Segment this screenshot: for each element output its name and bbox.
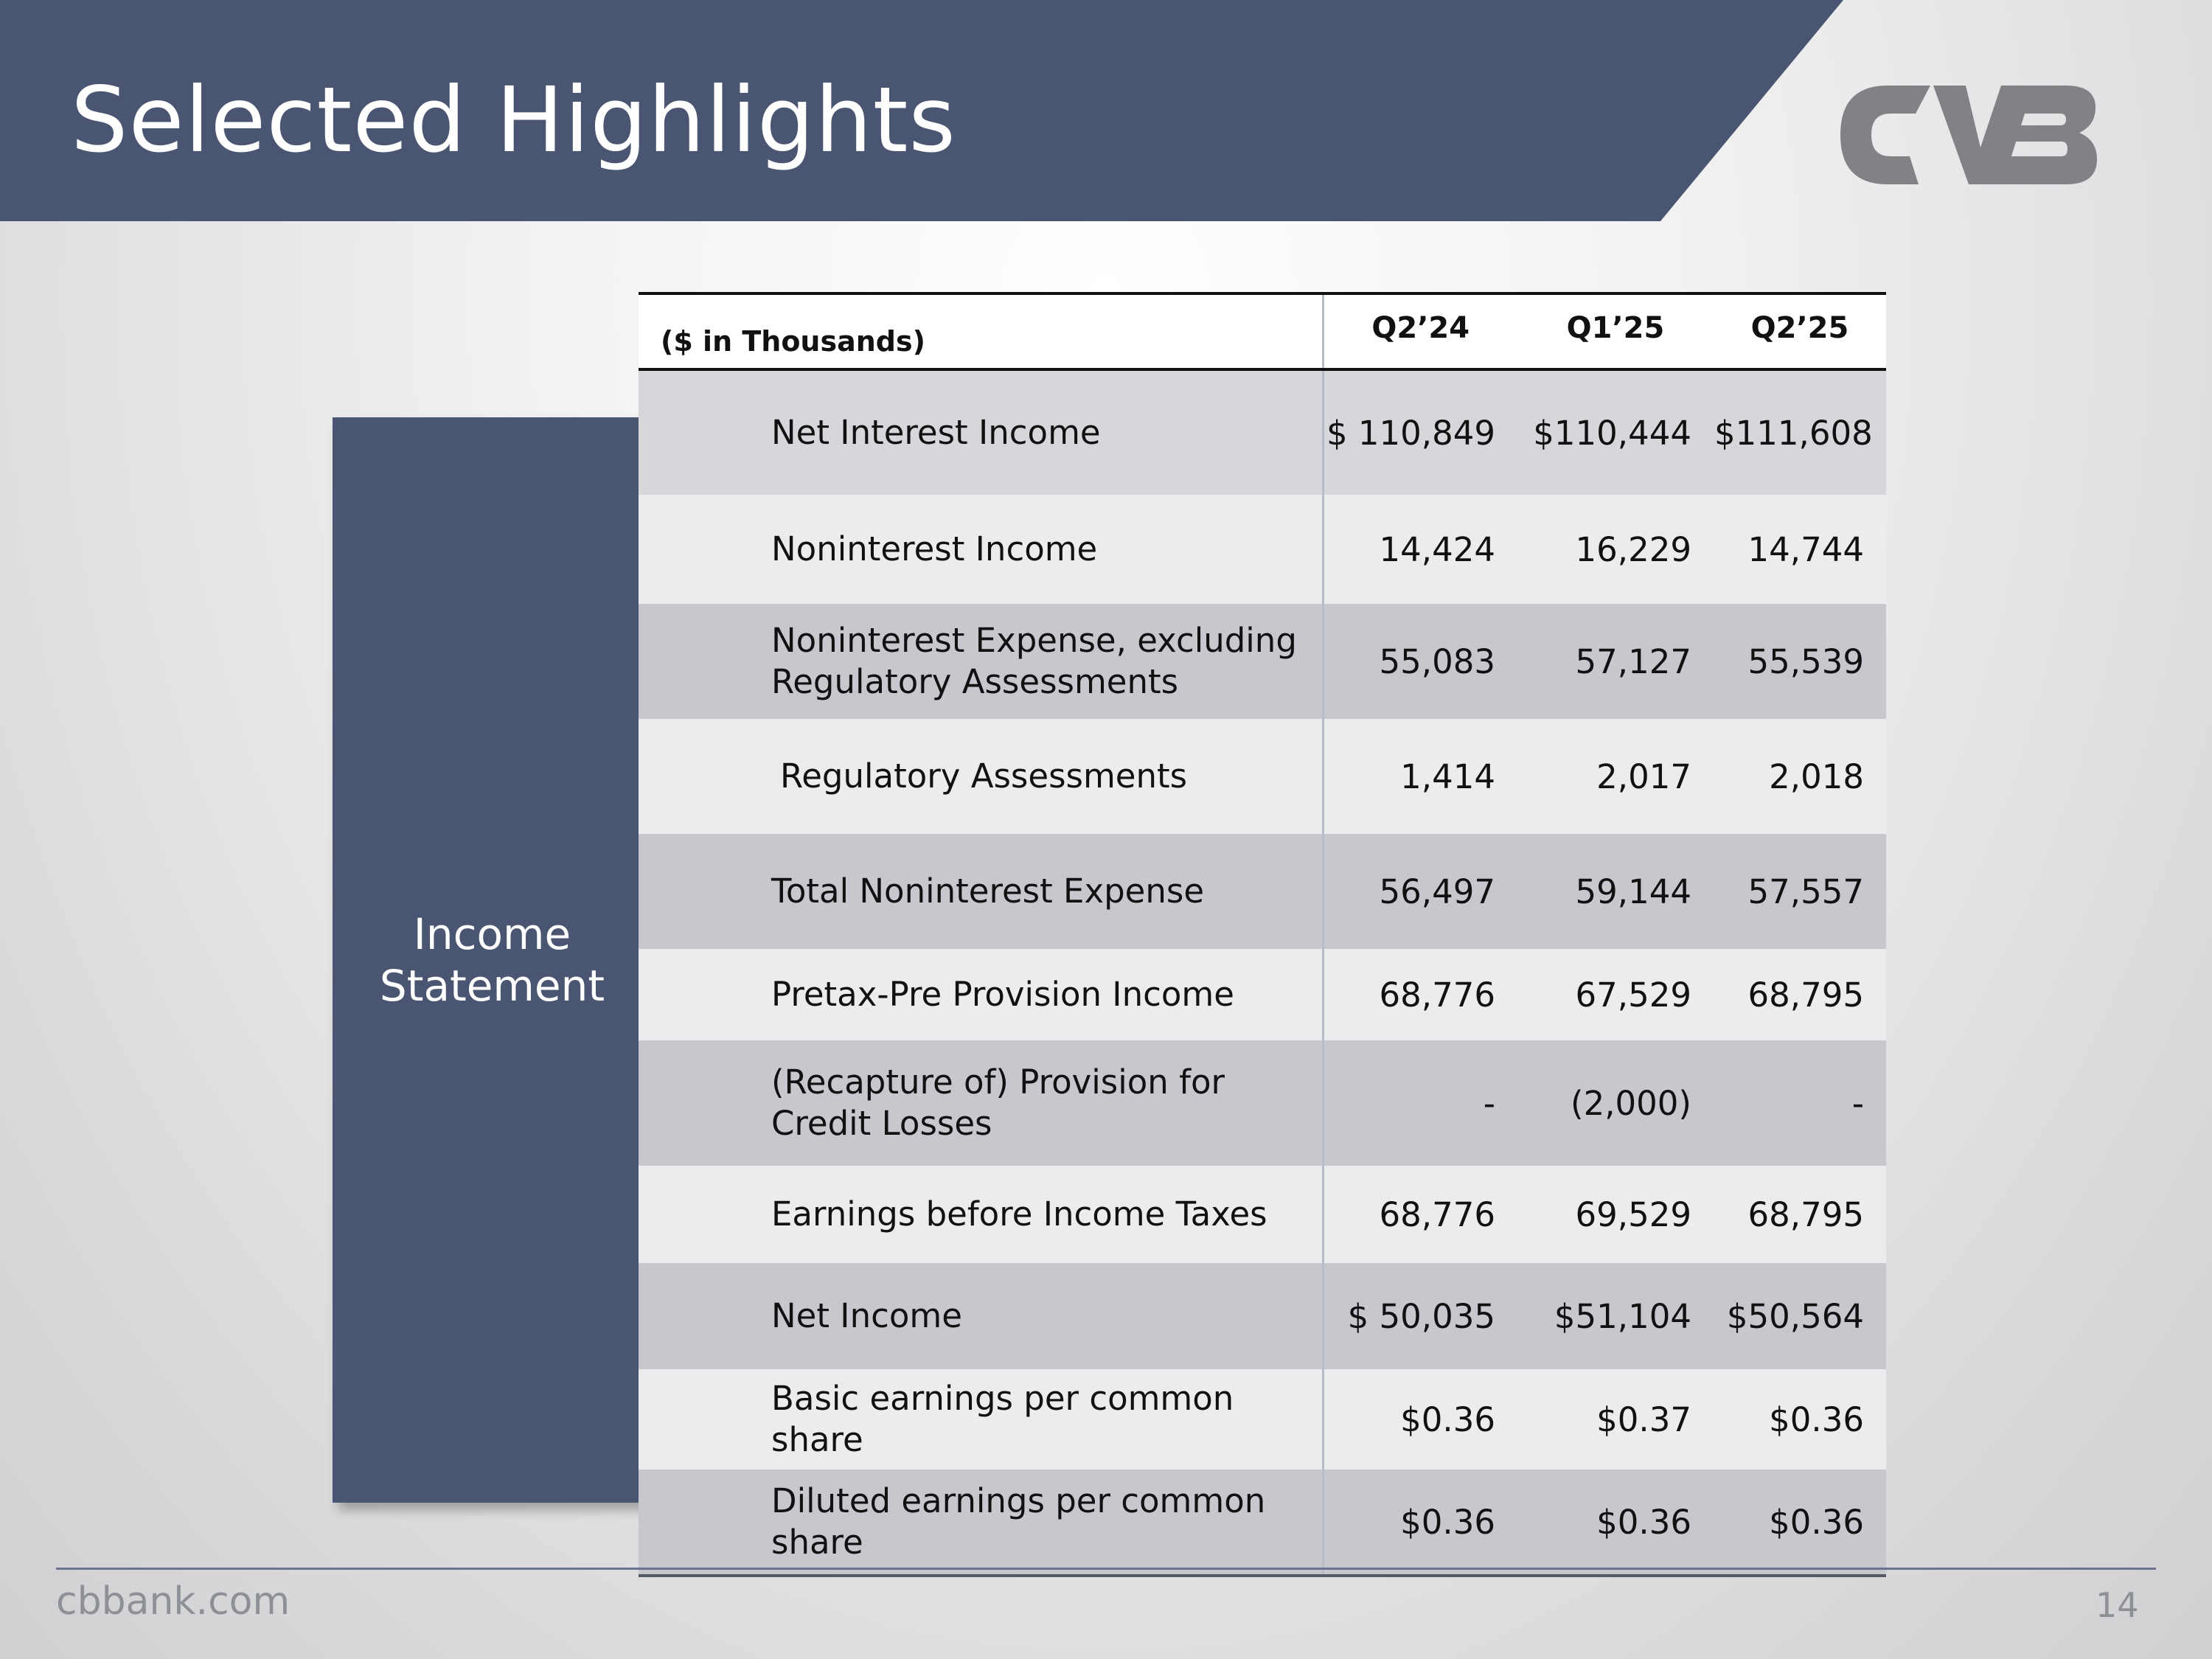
row-value: $51,104 <box>1517 1263 1714 1369</box>
table-row: Noninterest Expense, excluding Regulator… <box>639 604 1886 719</box>
row-value: $0.36 <box>1321 1470 1517 1577</box>
row-value: $0.36 <box>1321 1369 1517 1470</box>
table-row: Regulatory Assessments 1,414 2,017 2,018 <box>639 719 1886 834</box>
row-value: $ 50,035 <box>1321 1263 1517 1369</box>
table-header-row: ($ in Thousands) Q2’24 Q1’25 Q2’25 <box>639 292 1886 371</box>
table-row: Pretax-Pre Provision Income 68,776 67,529 6… <box>639 949 1886 1040</box>
row-label: (Recapture of) Provision for Credit Loss… <box>639 1040 1323 1166</box>
row-label: Net Interest Income <box>639 369 1323 495</box>
row-value: 68,776 <box>1321 1166 1517 1263</box>
column-header-q1-25: Q1’25 <box>1517 292 1714 371</box>
row-value: 67,529 <box>1517 949 1714 1040</box>
row-value: 57,127 <box>1517 604 1714 719</box>
row-value: 68,795 <box>1714 949 1886 1040</box>
row-value: 1,414 <box>1321 719 1517 834</box>
row-value: - <box>1321 1040 1517 1166</box>
row-value: $0.37 <box>1517 1369 1714 1470</box>
table-row: Net Interest Income $ 110,849 $110,444 $111… <box>639 369 1886 495</box>
row-value: 56,497 <box>1321 834 1517 949</box>
row-label: Noninterest Income <box>639 495 1323 604</box>
row-value: 69,529 <box>1517 1166 1714 1263</box>
row-value: 59,144 <box>1517 834 1714 949</box>
row-value: 55,083 <box>1321 604 1517 719</box>
row-value: $111,608 <box>1714 369 1886 495</box>
table-row: Noninterest Income 14,424 16,229 14,744 <box>639 495 1886 604</box>
row-value: $0.36 <box>1517 1470 1714 1577</box>
table-row: Total Noninterest Expense 56,497 59,144 57,… <box>639 834 1886 949</box>
row-label: Basic earnings per common share <box>639 1369 1323 1470</box>
row-value: - <box>1714 1040 1886 1166</box>
units-header: ($ in Thousands) <box>639 292 1323 371</box>
header-band <box>0 0 1843 221</box>
row-value: (2,000) <box>1517 1040 1714 1166</box>
row-value: 14,744 <box>1714 495 1886 604</box>
row-value: $110,444 <box>1517 369 1714 495</box>
table-row: Diluted earnings per common share $0.36 $0… <box>639 1470 1886 1577</box>
row-label: Total Noninterest Expense <box>639 834 1323 949</box>
row-value: 55,539 <box>1714 604 1886 719</box>
row-value: 14,424 <box>1321 495 1517 604</box>
table-row: Net Income $ 50,035 $51,104 $50,564 <box>639 1263 1886 1369</box>
row-label: Regulatory Assessments <box>639 719 1323 834</box>
row-value: $0.36 <box>1714 1470 1886 1577</box>
row-value: 2,017 <box>1517 719 1714 834</box>
footer-divider <box>56 1568 2156 1570</box>
row-label: Pretax-Pre Provision Income <box>639 949 1323 1040</box>
row-value: 16,229 <box>1517 495 1714 604</box>
page-title: Selected Highlights <box>71 68 956 173</box>
row-value: 68,776 <box>1321 949 1517 1040</box>
row-value: 68,795 <box>1714 1166 1886 1263</box>
row-value: $50,564 <box>1714 1263 1886 1369</box>
section-label: Income Statement <box>379 909 605 1011</box>
table-row: (Recapture of) Provision for Credit Loss… <box>639 1040 1886 1166</box>
table-row: Basic earnings per common share $0.36 $0.3… <box>639 1369 1886 1470</box>
row-value: 57,557 <box>1714 834 1886 949</box>
row-label: Noninterest Expense, excluding Regulator… <box>639 604 1323 719</box>
row-label: Earnings before Income Taxes <box>639 1166 1323 1263</box>
section-panel: Income Statement <box>333 417 652 1503</box>
page-number: 14 <box>2096 1585 2139 1625</box>
row-label: Net Income <box>639 1263 1323 1369</box>
table-row: Earnings before Income Taxes 68,776 69,529… <box>639 1166 1886 1263</box>
selected-highlights-table: ($ in Thousands) Q2’24 Q1’25 Q2’25 Net I… <box>639 292 1886 1577</box>
column-header-q2-25: Q2’25 <box>1714 292 1886 371</box>
cvb-logo-icon <box>1840 86 2097 184</box>
row-value: $ 110,849 <box>1321 369 1517 495</box>
column-header-q2-24: Q2’24 <box>1321 292 1517 371</box>
footer-url: cbbank.com <box>56 1579 291 1624</box>
row-value: 2,018 <box>1714 719 1886 834</box>
row-label: Diluted earnings per common share <box>639 1470 1323 1577</box>
row-value: $0.36 <box>1714 1369 1886 1470</box>
